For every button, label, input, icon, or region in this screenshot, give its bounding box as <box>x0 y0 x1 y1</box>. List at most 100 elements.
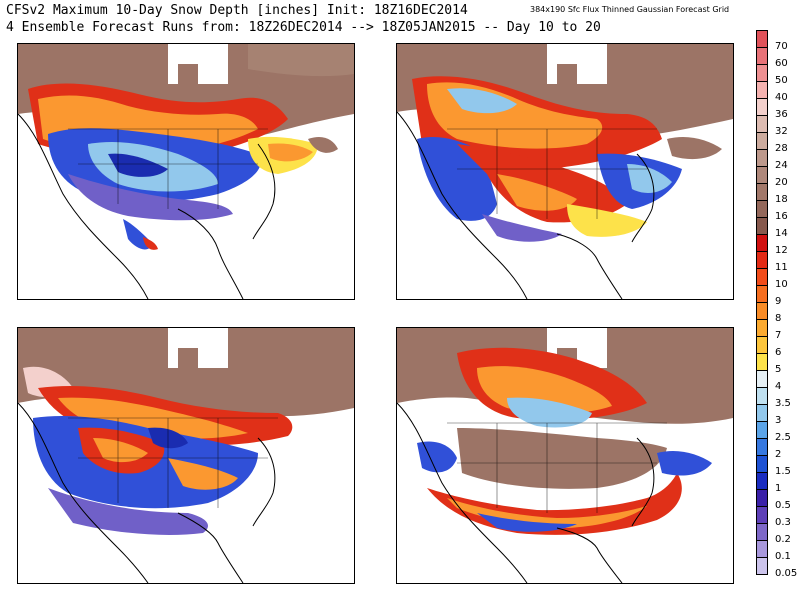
colorbar-swatch <box>756 455 768 472</box>
colorbar-swatch <box>756 149 768 166</box>
colorbar-step: 0.1 <box>756 540 800 562</box>
colorbar-swatch <box>756 523 768 540</box>
colorbar-swatch <box>756 540 768 557</box>
colorbar-label: 40 <box>775 92 788 103</box>
colorbar-label: 4 <box>775 381 782 392</box>
colorbar-swatch <box>756 64 768 81</box>
colorbar-swatch <box>756 268 768 285</box>
colorbar-swatch <box>756 421 768 438</box>
colorbar-step: 0.3 <box>756 506 800 528</box>
colorbar-label: 12 <box>775 245 788 256</box>
colorbar-label: 16 <box>775 211 788 222</box>
colorbar-swatch <box>756 506 768 523</box>
colorbar-label: 7 <box>775 330 782 341</box>
colorbar-step: 32 <box>756 115 800 137</box>
colorbar-swatch <box>756 30 768 47</box>
colorbar-step: 70 <box>756 30 800 52</box>
colorbar-step: 20 <box>756 166 800 188</box>
colorbar-swatch <box>756 166 768 183</box>
colorbar-label: 1 <box>775 483 782 494</box>
chart-subtitle: 4 Ensemble Forecast Runs from: 18Z26DEC2… <box>6 20 601 35</box>
colorbar-label: 18 <box>775 194 788 205</box>
colorbar-step: 16 <box>756 200 800 222</box>
colorbar-step: 6 <box>756 336 800 358</box>
colorbar-step: 10 <box>756 268 800 290</box>
colorbar-label: 3 <box>775 415 782 426</box>
colorbar-step: 9 <box>756 285 800 307</box>
colorbar-label: 6 <box>775 347 782 358</box>
colorbar-swatch <box>756 132 768 149</box>
colorbar-swatch <box>756 115 768 132</box>
snow-depth-map-4 <box>397 328 733 583</box>
colorbar-step: 5 <box>756 353 800 375</box>
colorbar-step: 40 <box>756 81 800 103</box>
chart-title: CFSv2 Maximum 10-Day Snow Depth [inches]… <box>6 3 468 18</box>
colorbar-label: 0.2 <box>775 534 791 545</box>
colorbar-bottom-edge <box>756 574 768 575</box>
colorbar-label: 0.1 <box>775 551 791 562</box>
colorbar-swatch <box>756 200 768 217</box>
colorbar-swatch <box>756 217 768 234</box>
colorbar-label: 2 <box>775 449 782 460</box>
colorbar-label: 1.5 <box>775 466 791 477</box>
colorbar-label: 32 <box>775 126 788 137</box>
colorbar-swatch <box>756 285 768 302</box>
colorbar-swatch <box>756 438 768 455</box>
colorbar-step: 1 <box>756 472 800 494</box>
colorbar-swatch <box>756 557 768 574</box>
map-panel-ensemble-1 <box>17 43 355 300</box>
colorbar-swatch <box>756 336 768 353</box>
colorbar-swatch <box>756 370 768 387</box>
colorbar-swatch <box>756 234 768 251</box>
snow-depth-map-3 <box>18 328 354 583</box>
colorbar-label: 60 <box>775 58 788 69</box>
colorbar-step: 1.5 <box>756 455 800 477</box>
map-panel-ensemble-4 <box>396 327 734 584</box>
colorbar-step: 4 <box>756 370 800 392</box>
colorbar-step: 8 <box>756 302 800 324</box>
colorbar-label: 2.5 <box>775 432 791 443</box>
colorbar-step: 12 <box>756 234 800 256</box>
map-panel-ensemble-3 <box>17 327 355 584</box>
colorbar-label: 50 <box>775 75 788 86</box>
colorbar-label: 14 <box>775 228 788 239</box>
colorbar-swatch <box>756 319 768 336</box>
colorbar-step: 11 <box>756 251 800 273</box>
colorbar-swatch <box>756 251 768 268</box>
colorbar-swatch <box>756 183 768 200</box>
colorbar-step: 36 <box>756 98 800 120</box>
colorbar-label: 10 <box>775 279 788 290</box>
colorbar-label: 8 <box>775 313 782 324</box>
colorbar-step: 24 <box>756 149 800 171</box>
colorbar-swatch <box>756 302 768 319</box>
colorbar-step: 28 <box>756 132 800 154</box>
colorbar-step: 50 <box>756 64 800 86</box>
colorbar-step: 18 <box>756 183 800 205</box>
colorbar-step: 2 <box>756 438 800 460</box>
colorbar-label: 3.5 <box>775 398 791 409</box>
colorbar-label: 0.05 <box>775 568 798 579</box>
colorbar-swatch <box>756 353 768 370</box>
colorbar-step: 0.2 <box>756 523 800 545</box>
map-panel-ensemble-2 <box>396 43 734 300</box>
colorbar-label: 11 <box>775 262 788 273</box>
colorbar-label: 36 <box>775 109 788 120</box>
snow-depth-map-1 <box>18 44 354 299</box>
colorbar-label: 9 <box>775 296 782 307</box>
colorbar-step: 3.5 <box>756 387 800 409</box>
colorbar-swatch <box>756 98 768 115</box>
colorbar-step: 3 <box>756 404 800 426</box>
colorbar-label: 20 <box>775 177 788 188</box>
colorbar-step: 0.5 <box>756 489 800 511</box>
snow-depth-map-2 <box>397 44 733 299</box>
colorbar-label: 28 <box>775 143 788 154</box>
colorbar-step: 7 <box>756 319 800 341</box>
colorbar-swatch <box>756 472 768 489</box>
colorbar-step: 2.5 <box>756 421 800 443</box>
colorbar-label: 0.5 <box>775 500 791 511</box>
colorbar-label: 24 <box>775 160 788 171</box>
colorbar-label: 70 <box>775 41 788 52</box>
colorbar-label: 0.3 <box>775 517 791 528</box>
grid-note: 384x190 Sfc Flux Thinned Gaussian Foreca… <box>530 5 730 14</box>
colorbar-label: 5 <box>775 364 782 375</box>
